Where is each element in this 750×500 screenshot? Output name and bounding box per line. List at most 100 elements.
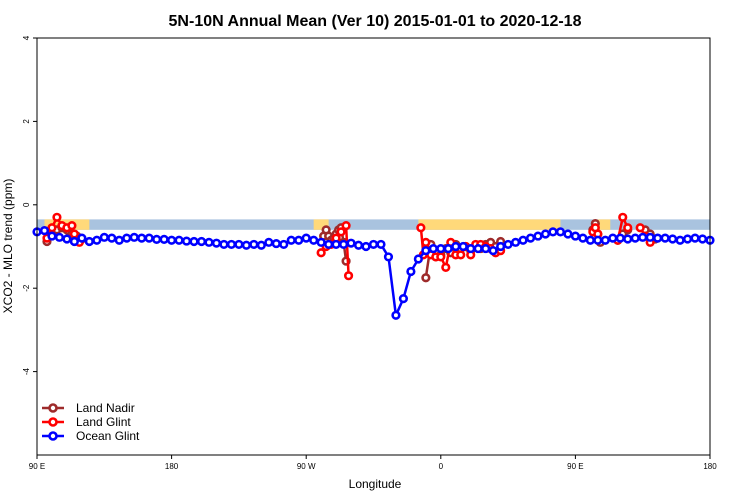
data-point <box>413 254 423 264</box>
data-point <box>211 238 222 248</box>
data-point <box>578 233 588 243</box>
data-point <box>675 235 685 245</box>
data-point <box>331 239 341 250</box>
x-axis-label: Longitude <box>349 477 402 491</box>
data-point <box>383 252 394 262</box>
data-point <box>376 239 386 250</box>
data-point <box>152 234 162 245</box>
data-point <box>353 240 364 250</box>
data-point <box>47 231 57 241</box>
data-point <box>585 235 595 245</box>
data-point <box>47 223 57 233</box>
legend-marker <box>48 431 58 441</box>
data-point <box>92 235 102 245</box>
data-point <box>324 239 334 250</box>
y-tick-label: -2 <box>22 284 31 292</box>
data-point <box>548 227 558 237</box>
data-point <box>129 232 139 242</box>
data-point <box>481 243 491 254</box>
data-point <box>341 221 351 231</box>
data-point <box>114 235 124 245</box>
legend-label: Ocean Glint <box>76 429 140 443</box>
data-point <box>510 237 521 247</box>
data-point <box>421 237 431 247</box>
data-point <box>346 238 356 248</box>
data-point <box>660 233 670 243</box>
data-point <box>593 235 603 245</box>
y-tick-label: -4 <box>22 367 31 375</box>
data-point <box>645 232 655 242</box>
legend-label: Land Nadir <box>76 401 135 415</box>
data-point <box>241 240 251 250</box>
legend-label: Land Glint <box>76 415 131 429</box>
data-point <box>196 236 207 247</box>
data-point <box>600 235 610 245</box>
data-point <box>421 273 431 283</box>
data-point <box>458 241 468 252</box>
data-point <box>159 234 169 245</box>
data-point <box>54 232 65 242</box>
data-point <box>361 241 371 252</box>
data-point <box>39 226 50 236</box>
data-point <box>443 243 453 254</box>
data-point <box>174 235 184 245</box>
data-point <box>309 235 319 245</box>
y-tick-label: 0 <box>22 202 31 207</box>
data-point <box>279 239 289 250</box>
data-point <box>555 227 566 237</box>
data-point <box>466 243 476 254</box>
data-point <box>301 233 311 243</box>
data-point <box>219 239 229 250</box>
x-axis: 90 E 180 90 W 0 90 E 180 <box>29 455 717 471</box>
data-point <box>488 246 498 256</box>
data-point <box>563 229 573 239</box>
data-point <box>256 240 266 250</box>
data-point <box>630 233 640 243</box>
data-point <box>234 239 244 250</box>
data-point <box>503 239 513 250</box>
land-ocean-strip <box>37 219 710 230</box>
legend-marker <box>48 403 58 413</box>
x-tick-label: 90 E <box>567 462 583 471</box>
data-point <box>316 248 326 258</box>
data-point <box>473 243 483 254</box>
data-point <box>167 235 177 245</box>
data-point <box>608 233 618 243</box>
data-point <box>406 266 416 277</box>
data-point <box>77 233 87 243</box>
data-point <box>615 233 625 243</box>
land-band <box>313 219 329 230</box>
legend-item: Land Glint <box>42 415 131 429</box>
legend-marker <box>48 417 58 427</box>
data-point <box>540 229 551 239</box>
data-point <box>294 235 304 245</box>
data-point <box>62 234 72 244</box>
land-band <box>418 219 561 230</box>
data-point <box>570 231 581 241</box>
data-point <box>398 294 409 304</box>
data-point <box>690 233 700 243</box>
data-point <box>682 234 693 244</box>
data-point <box>391 310 401 320</box>
data-point <box>107 233 117 243</box>
ocean-band <box>37 219 710 230</box>
data-point <box>518 235 528 245</box>
data-point <box>99 232 109 242</box>
data-point <box>618 212 628 222</box>
data-point <box>122 233 132 243</box>
data-point <box>226 239 237 250</box>
y-axis: -4 -2 0 2 4 <box>22 35 37 375</box>
data-point <box>623 223 633 233</box>
data-point <box>338 239 349 250</box>
data-point <box>456 250 466 260</box>
data-point <box>69 236 79 247</box>
data-point <box>436 243 446 254</box>
data-point <box>638 232 648 242</box>
data-point <box>697 234 708 244</box>
data-point <box>189 236 199 247</box>
legend-item: Ocean Glint <box>42 429 140 443</box>
data-point <box>144 233 154 243</box>
x-tick-label: 90 E <box>29 462 45 471</box>
